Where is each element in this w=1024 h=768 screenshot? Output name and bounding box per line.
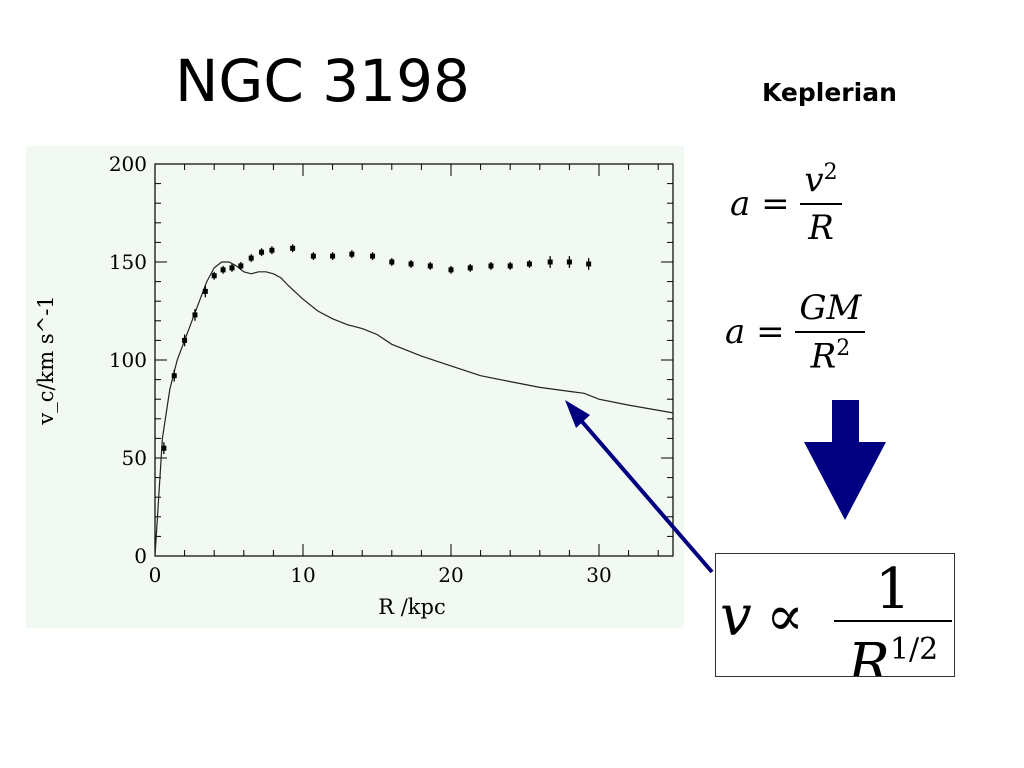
data-point (290, 245, 296, 251)
y-axis-label: v_c/km s^-1 (34, 295, 58, 425)
plot-background (26, 146, 684, 628)
data-point (269, 247, 275, 253)
pointer-arrow-head (565, 400, 590, 428)
data-point (182, 337, 188, 343)
data-point (566, 259, 572, 265)
eq2-fraction-bar (795, 331, 866, 333)
data-point (586, 261, 592, 267)
data-point (467, 265, 473, 271)
eq2-denominator-sup: 2 (836, 336, 851, 361)
slide-title: NGC 3198 (175, 47, 470, 115)
eq3-relation: ∝ (766, 584, 804, 649)
eq3-fraction: 1 R1/2 (834, 557, 952, 677)
x-axis-label: R /kpc (378, 595, 446, 619)
data-point (248, 255, 254, 261)
equation-gravity: a = GM R2 (725, 288, 866, 376)
y-tick-label: 150 (109, 250, 147, 274)
eq2-denominator: R2 (807, 336, 855, 376)
eq1-denominator: R (808, 208, 834, 249)
axis-ticks (154, 163, 673, 557)
data-point (192, 312, 198, 318)
eq1-lhs: a = (730, 184, 790, 225)
eq1-numerator-base: v (804, 160, 824, 201)
data-point (507, 263, 513, 269)
x-tick-label: 10 (290, 563, 315, 587)
data-point (427, 263, 433, 269)
data-point (408, 261, 414, 267)
data-point (211, 273, 217, 279)
y-tick-label: 200 (109, 152, 147, 176)
data-point (238, 263, 244, 269)
data-point (330, 253, 336, 259)
data-point (370, 253, 376, 259)
eq1-fraction: v2 R (800, 160, 842, 249)
eq3-numerator: 1 (875, 557, 911, 622)
eq3-fraction-bar (834, 620, 952, 622)
data-point (547, 259, 553, 265)
x-tick-label: 30 (586, 563, 611, 587)
eq2-lhs: a = (725, 312, 785, 353)
keplerian-model-curve (154, 261, 674, 557)
equation-box-proportionality: v ∝ 1 R1/2 (715, 553, 955, 677)
eq3-denominator-base: R (847, 632, 890, 677)
subtitle-keplerian: Keplerian (762, 78, 897, 107)
observed-data-points (161, 244, 592, 455)
x-tick-label: 0 (149, 563, 162, 587)
data-point (259, 249, 265, 255)
eq2-fraction: GM R2 (795, 288, 866, 376)
eq2-numerator: GM (799, 288, 862, 328)
y-tick-label: 0 (134, 544, 147, 568)
y-tick-label: 50 (122, 446, 147, 470)
data-point (310, 253, 316, 259)
data-point (171, 373, 177, 379)
eq1-numerator-sup: 2 (823, 160, 838, 185)
axis-tick-labels: 0 10 20 30 0 50 100 150 200 (109, 152, 612, 587)
data-point (488, 263, 494, 269)
equation-centripetal: a = v2 R (730, 160, 842, 248)
data-point (202, 288, 208, 294)
data-point (526, 261, 532, 267)
data-point (229, 265, 235, 271)
eq1-numerator: v2 (800, 160, 841, 200)
down-arrow-shaft (832, 400, 859, 442)
y-tick-label: 100 (109, 348, 147, 372)
down-arrow-head (804, 442, 886, 520)
data-point (389, 259, 395, 265)
x-tick-label: 20 (438, 563, 463, 587)
eq1-fraction-bar (800, 203, 842, 206)
eq2-denominator-base: R (810, 336, 837, 377)
eq3-lhs: v (720, 584, 752, 649)
eq3-denominator-sup: 1/2 (889, 632, 939, 667)
data-point (448, 267, 454, 273)
data-point (161, 445, 167, 451)
x-axis-label-text: R /kpc (378, 595, 446, 619)
data-point (220, 267, 226, 273)
pointer-arrow-shaft (570, 408, 714, 574)
data-point (349, 251, 355, 257)
eq3-denominator: R1/2 (834, 624, 952, 677)
